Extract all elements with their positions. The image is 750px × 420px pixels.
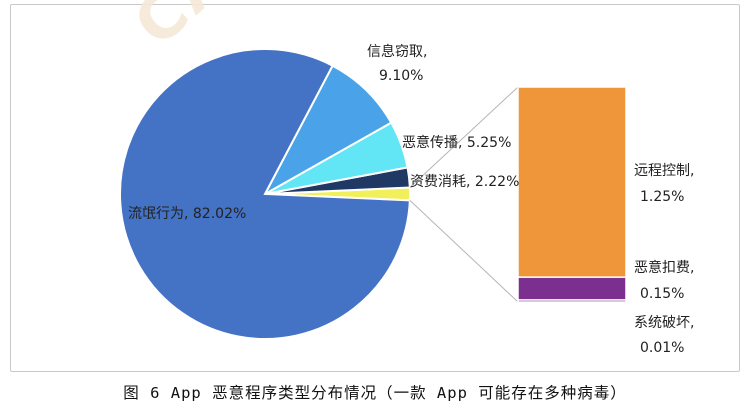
label-chuanbo: 恶意传播, 5.25% bbox=[402, 134, 511, 151]
figure-caption: 图 6 App 恶意程序类型分布情况（一款 App 可能存在多种病毒） bbox=[123, 384, 627, 402]
chart-area: 流氓行为, 82.02% 信息窃取, 9.10% 恶意传播, 5.25% 资费消耗, 2… bbox=[119, 43, 694, 356]
label-yuancheng-2: 1.25% bbox=[640, 189, 684, 205]
connector-top bbox=[409, 86, 519, 188]
connector-bottom bbox=[409, 199, 519, 303]
data-labels: 流氓行为, 82.02% 信息窃取, 9.10% 恶意传播, 5.25% 资费消耗, 2… bbox=[128, 43, 694, 356]
bar-segment-0 bbox=[517, 86, 627, 278]
stacked-bar bbox=[517, 86, 627, 303]
label-liumang: 流氓行为, 82.02% bbox=[128, 206, 246, 222]
label-pohuai-2: 0.01% bbox=[640, 340, 684, 356]
label-koufei-2: 0.15% bbox=[640, 286, 684, 302]
bar-segment-2 bbox=[517, 299, 627, 303]
pie-slice-1 bbox=[262, 64, 393, 197]
bar-segment-1 bbox=[517, 276, 627, 301]
connector-lines bbox=[409, 86, 519, 303]
label-xinxi-1: 信息窃取, bbox=[367, 43, 427, 60]
pie-slice-0 bbox=[119, 48, 411, 340]
label-koufei-1: 恶意扣费, bbox=[634, 259, 694, 276]
label-yuancheng-1: 远程控制, bbox=[634, 163, 694, 179]
label-xinxi-2: 9.10% bbox=[379, 68, 423, 84]
label-pohuai-1: 系统破坏, bbox=[634, 315, 694, 331]
label-zifei: 资费消耗, 2.22% bbox=[410, 174, 519, 190]
pie-chart bbox=[119, 48, 411, 340]
